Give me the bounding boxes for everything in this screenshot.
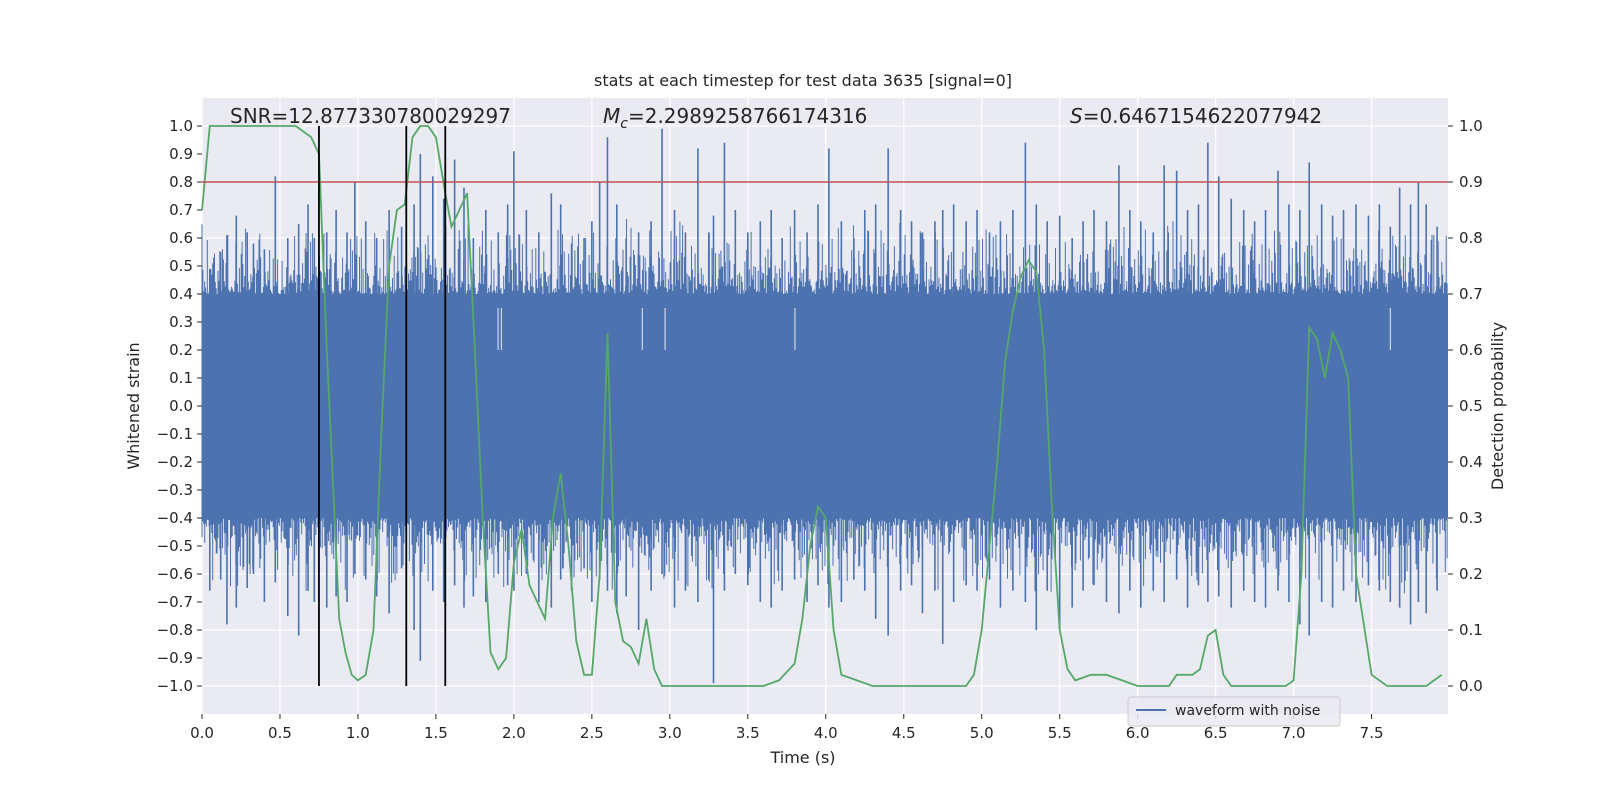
x-tick-label: 6.5 bbox=[1204, 724, 1228, 742]
x-tick-label: 5.0 bbox=[970, 724, 994, 742]
y-tick-label: −1.0 bbox=[157, 677, 193, 695]
detection-probability-line bbox=[201, 125, 1443, 687]
y2-tick-label: 0.3 bbox=[1459, 509, 1483, 527]
y-tick-label: 0.4 bbox=[169, 285, 193, 303]
y-tick-label: −0.5 bbox=[157, 537, 193, 555]
y2-tick-label: 0.0 bbox=[1459, 677, 1483, 695]
x-tick-label: 0.5 bbox=[268, 724, 292, 742]
y-tick-label: 0.0 bbox=[169, 397, 193, 415]
y-tick-label: 0.8 bbox=[169, 173, 193, 191]
y-tick-label: 0.5 bbox=[169, 257, 193, 275]
y-tick-label: −0.9 bbox=[157, 649, 193, 667]
chirp-mass-value: =2.2989258766174316 bbox=[628, 104, 867, 128]
x-tick-label: 4.5 bbox=[892, 724, 916, 742]
y-tick-label: 0.3 bbox=[169, 313, 193, 331]
chirp-mass-symbol: M bbox=[603, 104, 620, 128]
s-value: =0.6467154622077942 bbox=[1083, 104, 1322, 128]
y-tick-label: 0.9 bbox=[169, 145, 193, 163]
y2-tick-label: 0.1 bbox=[1459, 621, 1483, 639]
x-tick-label: 3.0 bbox=[658, 724, 682, 742]
legend-entry-waveform: waveform with noise bbox=[1175, 703, 1320, 719]
x-tick-label: 6.0 bbox=[1126, 724, 1150, 742]
y-tick-label: −0.8 bbox=[157, 621, 193, 639]
y2-tick-label: 0.7 bbox=[1459, 285, 1483, 303]
y-tick-label: 0.1 bbox=[169, 369, 193, 387]
y-tick-label: −0.2 bbox=[157, 453, 193, 471]
x-tick-label: 4.0 bbox=[814, 724, 838, 742]
y-tick-label: 1.0 bbox=[169, 117, 193, 135]
y-tick-label: 0.6 bbox=[169, 229, 193, 247]
x-tick-label: 0.0 bbox=[190, 724, 214, 742]
x-tick-label: 7.0 bbox=[1282, 724, 1306, 742]
y2-tick-label: 0.5 bbox=[1459, 397, 1483, 415]
x-tick-label: 5.5 bbox=[1048, 724, 1072, 742]
y2-tick-label: 0.4 bbox=[1459, 453, 1483, 471]
chirp-mass-annotation: Mc=2.2989258766174316 bbox=[603, 104, 867, 132]
y2-tick-label: 0.6 bbox=[1459, 341, 1483, 359]
y-axis-label: Whitened strain bbox=[124, 342, 143, 469]
x-tick-label: 3.5 bbox=[736, 724, 760, 742]
snr-annotation: SNR=12.877330780029297 bbox=[230, 104, 511, 128]
s-annotation: S=0.6467154622077942 bbox=[1070, 104, 1322, 128]
x-tick-label: 2.0 bbox=[502, 724, 526, 742]
x-tick-label: 2.5 bbox=[580, 724, 604, 742]
y-tick-label: −0.7 bbox=[157, 593, 193, 611]
y-tick-label: 0.2 bbox=[169, 341, 193, 359]
s-symbol: S bbox=[1070, 104, 1083, 128]
legend-box bbox=[1127, 696, 1341, 727]
y-tick-label: −0.6 bbox=[157, 565, 193, 583]
y-tick-label: −0.3 bbox=[157, 481, 193, 499]
legend: waveform with noise bbox=[1127, 696, 1341, 727]
y2-axis-label: Detection probability bbox=[1488, 322, 1507, 490]
y2-tick-label: 0.9 bbox=[1459, 173, 1483, 191]
x-axis-label: Time (s) bbox=[769, 748, 835, 767]
y-tick-label: −0.1 bbox=[157, 425, 193, 443]
y2-tick-label: 0.8 bbox=[1459, 229, 1483, 247]
y2-tick-label: 0.2 bbox=[1459, 565, 1483, 583]
y-tick-label: −0.4 bbox=[157, 509, 193, 527]
y-tick-label: 0.7 bbox=[169, 201, 193, 219]
x-tick-label: 7.5 bbox=[1360, 724, 1384, 742]
x-tick-label: 1.0 bbox=[346, 724, 370, 742]
chirp-mass-subscript: c bbox=[620, 116, 628, 132]
y2-tick-label: 1.0 bbox=[1459, 117, 1483, 135]
x-tick-label: 1.5 bbox=[424, 724, 448, 742]
chart-title: stats at each timestep for test data 363… bbox=[594, 71, 1012, 90]
